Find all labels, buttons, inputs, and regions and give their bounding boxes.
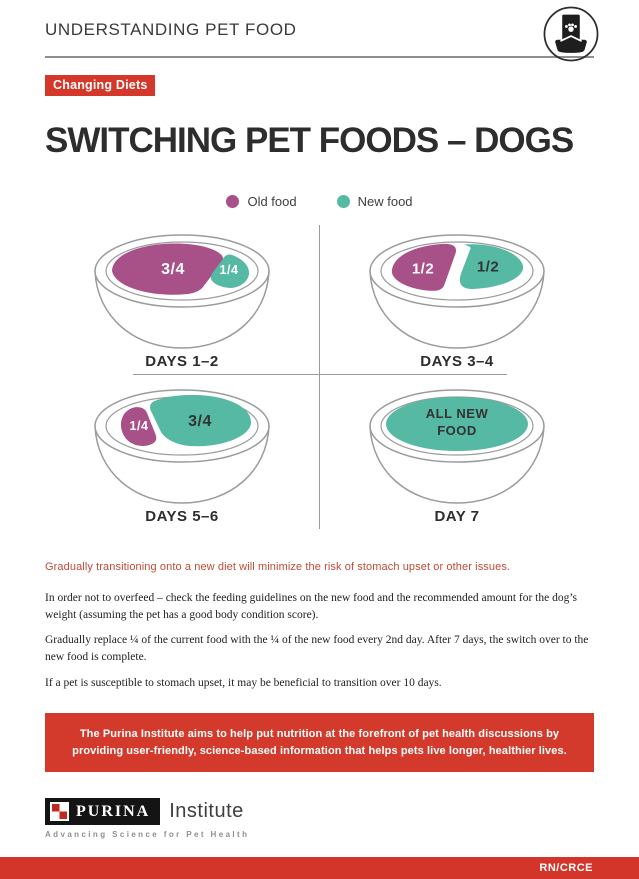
purina-institute-logo: PURINA Institute xyxy=(45,798,594,826)
footer: PURINA Institute Advancing Science for P… xyxy=(45,798,594,839)
horizontal-divider xyxy=(132,374,507,375)
bowl-caption: DAYS 1–2 xyxy=(145,353,219,370)
bowl-svg xyxy=(369,389,545,504)
new-food-portion xyxy=(210,254,250,288)
legend: Old food New food xyxy=(0,194,639,209)
bowl-caption: DAY 7 xyxy=(434,508,480,525)
purina-wordmark-box: PURINA xyxy=(45,798,161,826)
bowl-caption: DAYS 5–6 xyxy=(145,508,219,525)
bowl-graphic: 3/4 1/4 xyxy=(82,225,282,355)
old-food-portion xyxy=(391,243,457,291)
paw-toe xyxy=(574,25,577,28)
legend-label: New food xyxy=(357,194,413,209)
new-food-portion xyxy=(386,397,528,451)
transition-diagram: 3/4 1/4 DAYS 1–2 1/2 1/2 DAYS 3–4 xyxy=(45,222,595,532)
old-food-portion xyxy=(112,243,223,295)
changing-diets-badge: Changing Diets xyxy=(45,75,156,96)
bowl-graphic: ALL NEW FOOD xyxy=(357,380,557,510)
portion-label: 1/2 xyxy=(411,260,435,278)
body-paragraph: If a pet is susceptible to stomach upset… xyxy=(45,676,442,689)
legend-item-old-food: Old food xyxy=(226,194,297,209)
brand-institute: Institute xyxy=(169,800,244,823)
footer-bar: RN/CRCE xyxy=(0,857,639,879)
bowl-caption: DAYS 3–4 xyxy=(420,353,494,370)
bowl-svg xyxy=(94,389,270,504)
paw-toe xyxy=(571,23,574,27)
bag-fold-line xyxy=(560,35,582,42)
new-food-portion xyxy=(459,244,524,290)
portion-label: ALL NEW FOOD xyxy=(425,406,489,438)
bowl-cell-days-5-6: 1/4 3/4 DAYS 5–6 xyxy=(45,377,320,532)
highlight-text: Gradually transitioning onto a new diet … xyxy=(45,561,511,573)
brand-purina: PURINA xyxy=(76,802,151,820)
body-text: In order not to overfeed – check the fee… xyxy=(0,573,639,691)
portion-label: 3/4 xyxy=(188,413,212,430)
portion-label: 3/4 xyxy=(161,261,185,278)
legend-item-new-food: New food xyxy=(336,194,413,209)
bowl-graphic: 1/4 3/4 xyxy=(82,380,282,510)
header-title: UNDERSTANDING PET FOOD xyxy=(45,20,297,39)
paw-toe xyxy=(568,23,571,27)
purina-institute-info-box: The Purina Institute aims to help put nu… xyxy=(45,713,594,773)
pet-food-icon-svg xyxy=(543,6,599,62)
portion-label: 1/4 xyxy=(129,419,149,433)
checkerboard-icon xyxy=(50,802,69,822)
paw-toe xyxy=(565,25,568,28)
legend-label: Old food xyxy=(247,194,297,209)
body-paragraph: Gradually replace ¼ of the current food … xyxy=(45,634,589,664)
paw-pad xyxy=(568,26,574,32)
info-box-line: providing user-friendly, science-based i… xyxy=(72,744,567,757)
info-box-line: The Purina Institute aims to help put nu… xyxy=(79,728,560,741)
doc-code: RN/CRCE xyxy=(539,862,593,874)
header-divider xyxy=(45,56,594,58)
new-food-portion xyxy=(150,394,252,447)
page-title: SWITCHING PET FOODS – DOGS xyxy=(45,121,574,160)
old-food-portion xyxy=(120,407,157,446)
portion-label: 1/2 xyxy=(476,258,500,276)
bowl-graphic: 1/2 1/2 xyxy=(357,225,557,355)
new-food-dot-icon xyxy=(336,195,350,208)
bowl-svg xyxy=(369,234,545,349)
bowl-shape xyxy=(555,39,587,53)
brand-tagline: Advancing Science for Pet Health xyxy=(45,830,250,840)
bowl-cell-day-7: ALL NEW FOOD DAY 7 xyxy=(320,377,595,532)
bowl-cell-days-3-4: 1/2 1/2 DAYS 3–4 xyxy=(320,222,595,377)
bowl-svg xyxy=(94,234,270,349)
pet-food-bag-and-bowl-icon xyxy=(542,5,600,68)
header: UNDERSTANDING PET FOOD xyxy=(0,0,639,40)
bowl-cell-days-1-2: 3/4 1/4 DAYS 1–2 xyxy=(45,222,320,377)
vertical-divider xyxy=(318,225,320,529)
old-food-dot-icon xyxy=(226,195,240,208)
body-paragraph: In order not to overfeed – check the fee… xyxy=(45,592,578,621)
icon-circle xyxy=(543,6,599,62)
portion-label: 1/4 xyxy=(219,263,239,277)
